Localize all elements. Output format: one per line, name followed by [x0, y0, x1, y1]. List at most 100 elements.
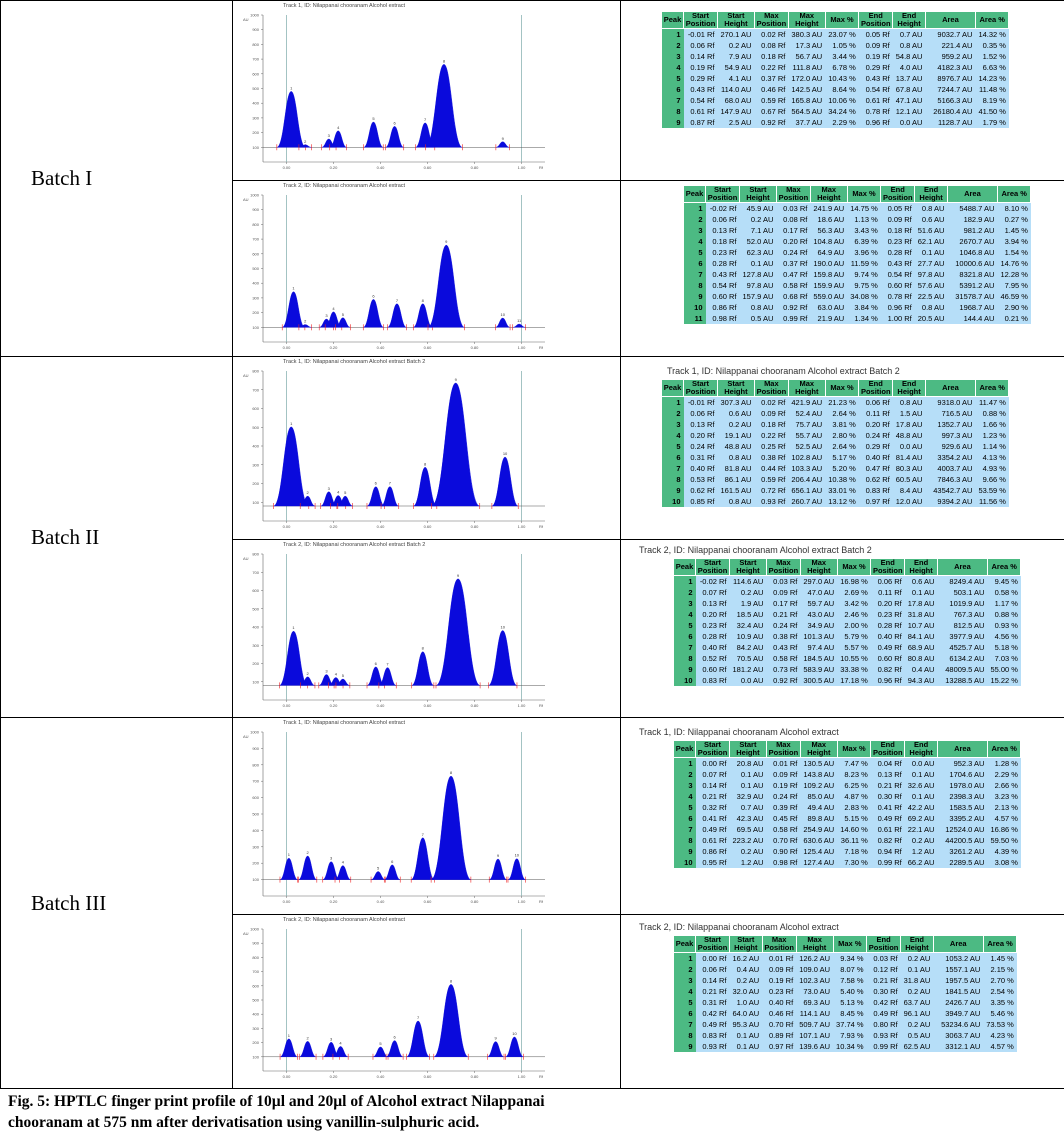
table-row: 8 0.53 Rf 86.1 AU 0.59 Rf 206.4 AU 10.38 % 0.6…: [661, 474, 1009, 485]
peak-number-label: 9: [445, 239, 448, 244]
column-header: Start Height: [729, 935, 763, 953]
column-header: Max Position: [753, 379, 789, 397]
column-header: Area: [936, 558, 988, 576]
y-tick-label: 800: [252, 552, 259, 557]
table-header-row: Peak Start Position Start Height Max Positi…: [661, 11, 1010, 29]
table-cell: 10.9 AU: [729, 631, 767, 642]
table-cell: 0.93 Rf: [866, 1030, 901, 1041]
table-cell: 114.1 AU: [796, 1008, 834, 1019]
peak-area: [322, 861, 340, 880]
chromatogram-cell: Track 2, ID: Nilappanai chooranam Alcoho…: [232, 914, 621, 1089]
x-tick-label: 0.80: [471, 899, 480, 904]
table-cell: 0.13 Rf: [695, 598, 730, 609]
table-header-row: Peak Start Position Start Height Max Positi…: [683, 185, 1032, 203]
table-cell: 0.40 Rf: [870, 631, 905, 642]
table-cell: 0.61 Rf: [870, 824, 905, 835]
peak-index-cell: 3: [673, 780, 696, 791]
peak-number-label: 10: [500, 312, 505, 317]
table-cell: 0.32 Rf: [695, 802, 730, 813]
table-cell: 0.2 AU: [729, 587, 767, 598]
table-cell: 6.25 %: [837, 780, 871, 791]
table-row: 4 0.20 Rf 19.1 AU 0.22 Rf 55.7 AU 2.80 % 0.24 …: [661, 430, 1009, 441]
table-cell: 0.14 Rf: [695, 780, 730, 791]
column-header: Max Position: [761, 935, 797, 953]
column-header: Start Height: [729, 558, 767, 576]
caption-line: chooranam at 575 nm after derivatisation…: [8, 1114, 480, 1131]
table-row: 6 0.41 Rf 42.3 AU 0.45 Rf 89.8 AU 5.15 % 0.49 …: [673, 813, 1021, 824]
table-cell: 5.79 %: [837, 631, 871, 642]
table-cell: 34.9 AU: [800, 620, 838, 631]
table-cell: 161.5 AU: [717, 485, 755, 496]
table-cell: 0.94 Rf: [870, 846, 905, 857]
table-cell: 0.21 %: [997, 313, 1031, 324]
table-cell: 0.88 %: [987, 609, 1021, 620]
peak-number-label: 3: [328, 486, 331, 491]
table-row: 1 0.00 Rf 20.8 AU 0.01 Rf 130.5 AU 7.47 % 0.04…: [673, 757, 1021, 769]
table-row: 7 0.49 Rf 69.5 AU 0.58 Rf 254.9 AU 14.60 % 0.6…: [673, 824, 1021, 835]
table-cell: 0.97 Rf: [858, 496, 893, 507]
peak-number-label: 6: [393, 120, 396, 125]
table-cell: 0.20 Rf: [858, 419, 893, 430]
peak-area: [366, 486, 385, 507]
table-cell: 3063.7 AU: [933, 1030, 984, 1041]
table-cell: 64.0 AU: [729, 1008, 763, 1019]
table-cell: 0.20 Rf: [870, 598, 905, 609]
table-cell: 62.5 AU: [900, 1041, 934, 1052]
table-cell: 2.83 %: [837, 802, 871, 813]
table-cell: 997.3 AU: [925, 430, 976, 441]
table-cell: 5488.7 AU: [947, 202, 998, 214]
table-cell: -0.01 Rf: [683, 396, 718, 408]
peak-area: [435, 578, 481, 686]
table-cell: 0.54 Rf: [858, 84, 893, 95]
table-row: 6 0.28 Rf 0.1 AU 0.37 Rf 190.0 AU 11.59 % 0.43…: [683, 258, 1031, 269]
table-cell: 0.0 AU: [904, 757, 938, 769]
table-cell: 0.5 AU: [739, 313, 777, 324]
peak-index-cell: 7: [683, 269, 706, 280]
table-cell: 0.21 Rf: [695, 986, 730, 997]
table-cell: 102.3 AU: [796, 975, 834, 986]
column-header: Peak: [683, 185, 706, 203]
table-cell: 0.2 AU: [904, 835, 938, 846]
column-header: Start Height: [717, 379, 755, 397]
peak-index-cell: 6: [673, 813, 696, 824]
y-tick-label: 200: [252, 481, 259, 486]
peak-index-cell: 8: [661, 106, 684, 117]
peak-number-label: 5: [342, 312, 345, 317]
y-tick-label: 300: [252, 1026, 259, 1031]
table-cell: 53234.6 AU: [933, 1019, 984, 1030]
table-cell: 22.5 AU: [914, 291, 948, 302]
table-cell: 0.92 Rf: [754, 117, 789, 128]
peak-index-cell: 9: [673, 1041, 696, 1052]
column-header: Max %: [832, 935, 868, 953]
table-cell: 1.23 %: [975, 430, 1009, 441]
table-cell: 6.63 %: [975, 62, 1009, 73]
peak-number-label: 6: [372, 293, 375, 298]
peak-number-label: 2: [307, 850, 310, 855]
table-cell: 0.00 Rf: [695, 757, 730, 769]
table-cell: 4182.3 AU: [925, 62, 976, 73]
chromatogram: Track 2, ID: Nilappanai chooranam Alcoho…: [243, 183, 545, 350]
chart-title: Track 1, ID: Nilappanai chooranam Alcoho…: [283, 359, 425, 365]
table-cell: 2.29 %: [987, 769, 1021, 780]
table-cell: 0.21 Rf: [870, 780, 905, 791]
table-row: 5 0.24 Rf 48.8 AU 0.25 Rf 52.5 AU 2.64 % 0.29 …: [661, 441, 1009, 452]
peak-index-cell: 4: [661, 62, 684, 73]
peak-index-cell: 8: [673, 1030, 696, 1041]
y-tick-label: 200: [252, 661, 259, 666]
column-header: Max Position: [753, 11, 789, 29]
column-header: Area %: [974, 379, 1010, 397]
table-cell: 3.94 %: [997, 236, 1031, 247]
table-row: 3 0.14 Rf 0.1 AU 0.19 Rf 109.2 AU 6.25 % 0.21 …: [673, 780, 1021, 791]
table-cell: 0.7 AU: [729, 802, 767, 813]
table-cell: 0.24 Rf: [766, 620, 801, 631]
table-row: 9 0.93 Rf 0.1 AU 0.97 Rf 139.6 AU 10.34 % 0.99…: [673, 1041, 1017, 1052]
peak-area: [335, 317, 351, 328]
column-header: Max Height: [787, 11, 826, 29]
y-tick-label: 700: [252, 779, 259, 784]
column-header: Max Position: [765, 558, 801, 576]
table-cell: 103.3 AU: [788, 463, 826, 474]
y-tick-label: 500: [252, 266, 259, 271]
peak-number-label: 3: [325, 669, 328, 674]
table-cell: 0.19 Rf: [683, 62, 718, 73]
x-tick-label: 0.00: [283, 345, 292, 350]
